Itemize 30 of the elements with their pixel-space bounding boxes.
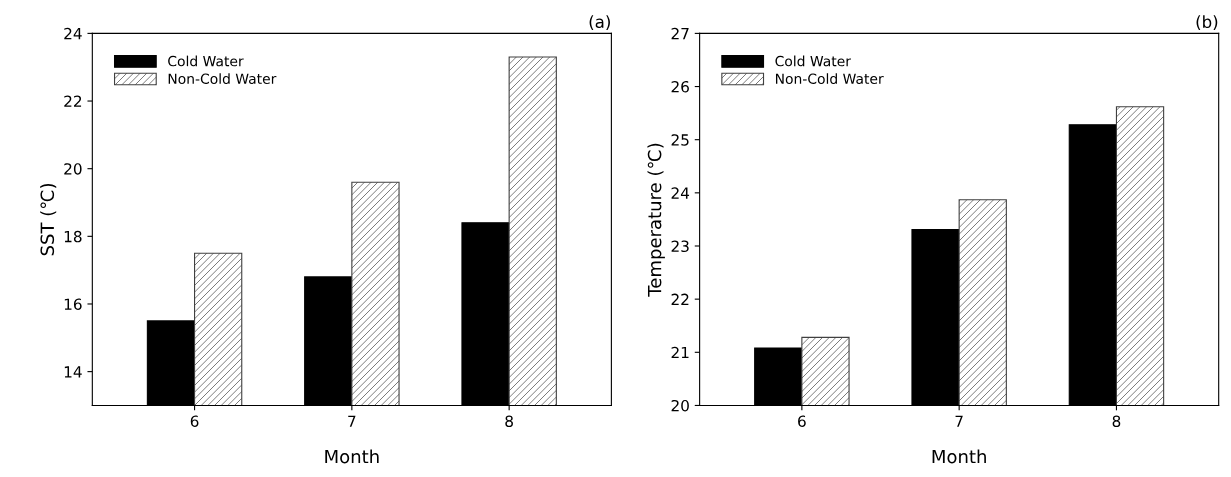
x-tick-label: 6 [190, 415, 199, 427]
y-tick-label: 27 [671, 27, 689, 40]
y-axis-title: SST (℃) [40, 183, 57, 256]
y-tick-label: 21 [671, 346, 689, 359]
y-tick-label: 16 [64, 298, 82, 310]
x-axis-title: Month [932, 449, 986, 464]
x-tick-label: 6 [798, 415, 806, 427]
y-tick-label: 14 [64, 366, 82, 378]
legend-label: Cold Water [168, 55, 244, 67]
x-tick-label: 8 [505, 415, 513, 427]
y-tick-label: 20 [671, 399, 689, 412]
legend-label: Cold Water [775, 55, 851, 67]
y-tick-label: 22 [64, 95, 82, 107]
y-tick-label: 23 [671, 240, 689, 253]
legend-label: Non-Cold Water [168, 73, 277, 84]
legend-label: Non-Cold Water [775, 73, 884, 84]
y-tick-label: 22 [671, 293, 689, 305]
x-tick-label: 8 [1112, 415, 1121, 427]
x-axis-title: Month [325, 449, 379, 464]
chart-title: (b) [1196, 15, 1218, 31]
x-tick-label: 7 [348, 415, 356, 427]
y-tick-label: 26 [671, 81, 689, 93]
x-tick-label: 7 [955, 415, 963, 427]
y-tick-label: 25 [671, 134, 689, 146]
y-tick-label: 24 [671, 187, 690, 199]
chart-title: (a) [589, 15, 610, 31]
y-axis-title: Temperature (℃) [647, 143, 665, 297]
y-tick-label: 24 [64, 27, 82, 40]
y-tick-label: 18 [64, 230, 82, 243]
y-tick-label: 20 [64, 163, 82, 175]
